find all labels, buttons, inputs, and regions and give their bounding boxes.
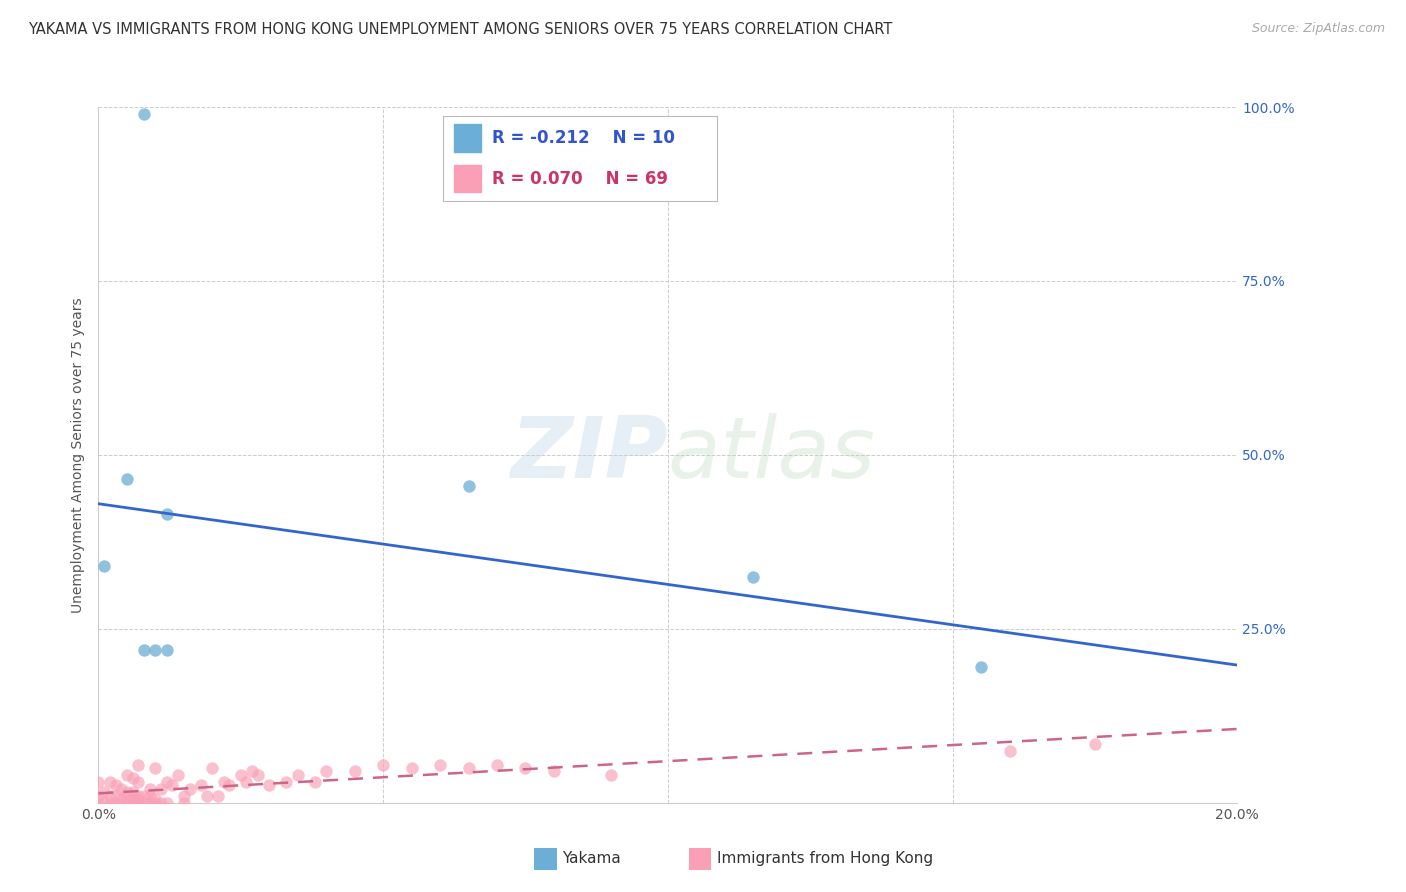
Point: [93, 559, 115, 574]
Point: [998, 744, 1021, 758]
Point: [110, 792, 132, 806]
Point: [127, 792, 149, 806]
Point: [167, 768, 190, 782]
Point: [127, 757, 149, 772]
Bar: [454, 165, 481, 192]
Point: [457, 761, 479, 775]
Point: [138, 781, 160, 796]
Point: [201, 761, 224, 775]
Point: [115, 796, 138, 810]
Point: [240, 764, 263, 779]
Text: Immigrants from Hong Kong: Immigrants from Hong Kong: [717, 852, 934, 866]
Point: [287, 768, 309, 782]
Point: [98, 789, 121, 803]
Point: [235, 775, 257, 789]
Point: [207, 789, 229, 803]
Point: [212, 775, 235, 789]
Point: [742, 570, 765, 584]
Text: Yakama: Yakama: [562, 852, 621, 866]
Point: [98, 796, 121, 810]
Point: [229, 768, 252, 782]
Point: [121, 785, 143, 799]
Point: [104, 778, 127, 793]
Text: ZIP: ZIP: [510, 413, 668, 497]
Point: [150, 781, 173, 796]
Point: [259, 778, 281, 793]
Text: R = 0.070    N = 69: R = 0.070 N = 69: [492, 169, 668, 187]
Point: [173, 796, 195, 810]
Point: [173, 789, 195, 803]
Point: [156, 642, 179, 657]
Point: [87, 796, 110, 810]
Point: [315, 764, 337, 779]
Point: [429, 757, 451, 772]
Point: [145, 761, 167, 775]
Point: [121, 792, 143, 806]
Point: [401, 761, 423, 775]
Point: [110, 781, 132, 796]
Point: [87, 789, 110, 803]
Point: [162, 778, 184, 793]
Point: [127, 796, 149, 810]
Point: [115, 785, 138, 799]
Point: [93, 796, 115, 810]
Point: [190, 778, 212, 793]
Text: YAKAMA VS IMMIGRANTS FROM HONG KONG UNEMPLOYMENT AMONG SENIORS OVER 75 YEARS COR: YAKAMA VS IMMIGRANTS FROM HONG KONG UNEM…: [28, 22, 893, 37]
Point: [246, 768, 269, 782]
Point: [1084, 737, 1107, 751]
Point: [145, 642, 167, 657]
Point: [87, 775, 110, 789]
Point: [115, 472, 138, 486]
Point: [486, 757, 509, 772]
Point: [121, 796, 143, 810]
Point: [156, 507, 179, 521]
Point: [343, 764, 366, 779]
Point: [132, 107, 155, 121]
Text: atlas: atlas: [668, 413, 876, 497]
Point: [195, 789, 218, 803]
Point: [179, 781, 201, 796]
Text: Source: ZipAtlas.com: Source: ZipAtlas.com: [1251, 22, 1385, 36]
Point: [132, 642, 155, 657]
Point: [104, 796, 127, 810]
Point: [115, 792, 138, 806]
Point: [218, 778, 240, 793]
Point: [132, 796, 155, 810]
Point: [457, 479, 479, 493]
Point: [600, 768, 623, 782]
Point: [127, 775, 149, 789]
Y-axis label: Unemployment Among Seniors over 75 years: Unemployment Among Seniors over 75 years: [72, 297, 86, 613]
Point: [276, 775, 298, 789]
Point: [304, 775, 326, 789]
Point: [98, 775, 121, 789]
Point: [156, 775, 179, 789]
Point: [104, 789, 127, 803]
Point: [156, 796, 179, 810]
Point: [138, 789, 160, 803]
Point: [543, 764, 565, 779]
Text: R = -0.212    N = 10: R = -0.212 N = 10: [492, 129, 675, 147]
Point: [127, 789, 149, 803]
Point: [145, 792, 167, 806]
Point: [115, 768, 138, 782]
Point: [132, 789, 155, 803]
Point: [515, 761, 537, 775]
Bar: [454, 124, 481, 152]
Point: [138, 796, 160, 810]
Point: [121, 772, 143, 786]
Point: [150, 796, 173, 810]
Point: [93, 785, 115, 799]
Point: [145, 796, 167, 810]
Point: [373, 757, 395, 772]
Point: [970, 660, 993, 674]
